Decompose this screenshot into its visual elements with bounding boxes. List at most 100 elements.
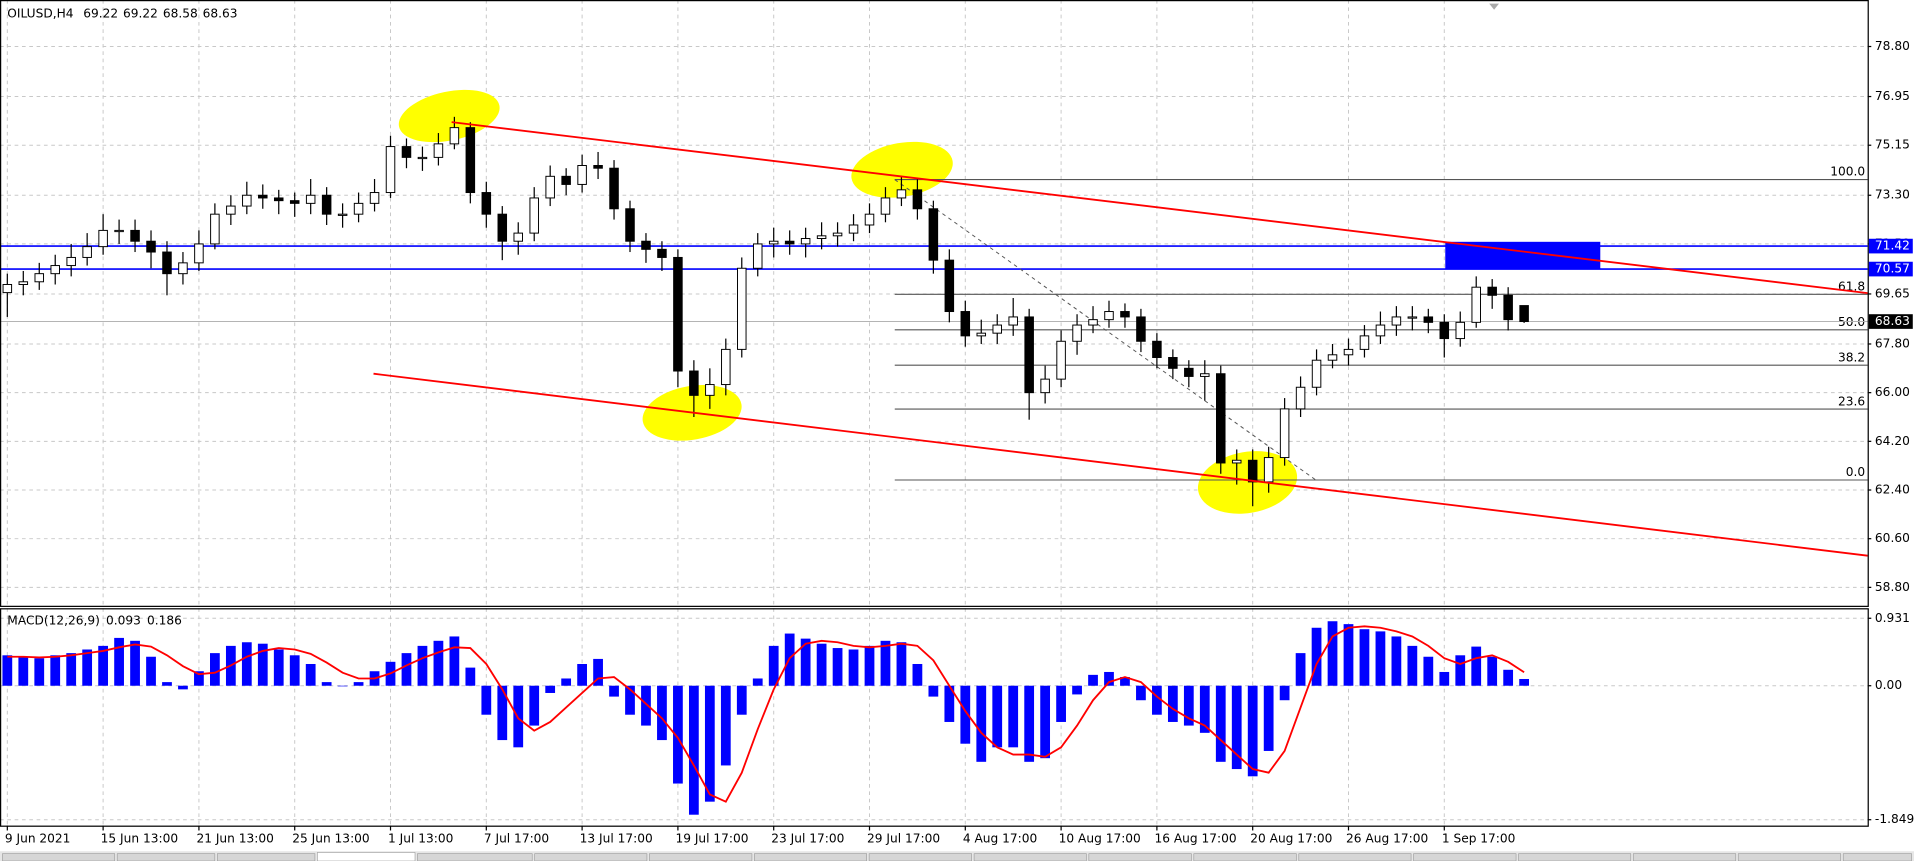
macd-bar <box>944 685 955 722</box>
tab[interactable] <box>973 853 1087 861</box>
macd-bar <box>321 682 332 686</box>
macd-bar <box>1136 685 1146 701</box>
y-tick-label: 0.00 <box>1875 678 1902 692</box>
candle-body <box>545 175 555 199</box>
price-pane-frame <box>0 0 1869 607</box>
macd-bar <box>577 663 587 686</box>
macd-bar <box>18 656 29 686</box>
candle-body <box>577 165 587 185</box>
macd-bar <box>720 685 731 766</box>
x-tick-label: 19 Jul 17:00 <box>675 832 748 846</box>
macd-bar <box>1295 653 1306 686</box>
tab[interactable] <box>868 853 972 861</box>
x-tick-label: 1 Jul 13:00 <box>388 832 453 846</box>
x-tick-label: 25 Jun 13:00 <box>292 832 369 846</box>
candle-body <box>1104 311 1114 321</box>
x-tick-label: 23 Jul 17:00 <box>771 832 844 846</box>
tab-active[interactable] <box>317 852 416 861</box>
macd-bar <box>1167 685 1178 722</box>
candle-body <box>1359 335 1370 350</box>
ohlc-close: 68.63 <box>203 6 238 20</box>
macd-bar <box>529 685 540 726</box>
candle-body <box>433 143 444 158</box>
candle-body <box>1216 373 1226 464</box>
macd-bar <box>800 638 811 686</box>
x-tick-label: 21 Jun 13:00 <box>196 832 273 846</box>
candle-body <box>2 283 13 294</box>
channel-upper <box>451 121 1868 295</box>
indicator-title: MACD(12,26,9) <box>7 613 100 627</box>
x-tick-label: 10 Aug 17:00 <box>1059 832 1141 846</box>
fib-level-label: 0.0 <box>1846 465 1865 479</box>
candle-body <box>689 370 699 396</box>
macd-bar <box>1455 655 1466 686</box>
y-tick-label: 62.40 <box>1875 483 1910 497</box>
candle-body <box>513 232 524 242</box>
candle-body <box>737 267 747 350</box>
candle-body <box>18 281 29 285</box>
macd-bar <box>114 637 124 686</box>
macd-bar <box>848 649 859 686</box>
tab[interactable] <box>754 853 867 861</box>
y-tick-label: -1.849 <box>1875 812 1914 826</box>
candle-body <box>1279 408 1290 459</box>
macd-bar <box>992 685 1003 748</box>
macd-bar <box>864 645 875 686</box>
tab[interactable] <box>1737 853 1842 861</box>
tab[interactable] <box>1413 853 1517 861</box>
tab[interactable] <box>534 853 648 861</box>
macd-bar <box>1503 669 1514 686</box>
level-tag-label: 70.57 <box>1875 262 1910 276</box>
macd-bar <box>704 685 715 802</box>
macd-bar <box>641 685 651 726</box>
tab[interactable] <box>2 853 116 861</box>
candle-body <box>82 246 92 258</box>
tab[interactable] <box>1632 853 1737 861</box>
macd-bar <box>1247 685 1258 777</box>
candle-body <box>273 197 284 202</box>
symbol-title: OILUSD,H4 <box>7 6 73 20</box>
y-tick-label: 67.80 <box>1875 336 1910 350</box>
current-price-tag <box>1868 314 1913 329</box>
macd-bar <box>1375 631 1386 686</box>
macd-bar <box>1359 629 1370 686</box>
ohlc-open: 69.22 <box>83 6 118 20</box>
candle-body <box>1343 348 1354 356</box>
candle-body <box>353 202 364 215</box>
tab[interactable] <box>1193 853 1297 861</box>
candle-body <box>210 213 220 245</box>
tab[interactable] <box>649 853 753 861</box>
candle-body <box>1407 316 1418 319</box>
tab[interactable] <box>417 853 533 861</box>
tab[interactable] <box>116 853 216 861</box>
macd-bar <box>82 649 93 686</box>
macd-bar <box>1391 636 1402 686</box>
candle-body <box>1487 286 1497 296</box>
candle-body <box>1200 373 1210 377</box>
candle-body <box>321 194 332 215</box>
tab[interactable] <box>1298 853 1412 861</box>
candle-body <box>401 146 412 158</box>
tab[interactable] <box>1842 853 1912 861</box>
tab[interactable] <box>1518 853 1632 861</box>
macd-bar <box>1072 685 1082 695</box>
candle-body <box>1439 321 1450 340</box>
y-tick-label: 78.80 <box>1875 39 1910 53</box>
tab[interactable] <box>1088 853 1192 861</box>
macd-bar <box>1104 671 1114 686</box>
candle-body <box>162 251 172 275</box>
candle-body <box>976 332 987 337</box>
candle-body <box>864 213 875 226</box>
candle-body <box>1375 324 1386 337</box>
candle-body <box>1503 294 1513 321</box>
macd-pane-frame <box>0 608 1869 827</box>
macd-bar <box>561 678 572 686</box>
candle-body <box>752 243 763 269</box>
candle-body <box>1168 357 1178 369</box>
tab[interactable] <box>216 853 316 861</box>
macd-bar <box>2 655 13 686</box>
highlight-ellipse <box>851 141 953 198</box>
x-tick-label: 4 Aug 17:00 <box>963 832 1037 846</box>
macd-bar <box>337 685 348 687</box>
